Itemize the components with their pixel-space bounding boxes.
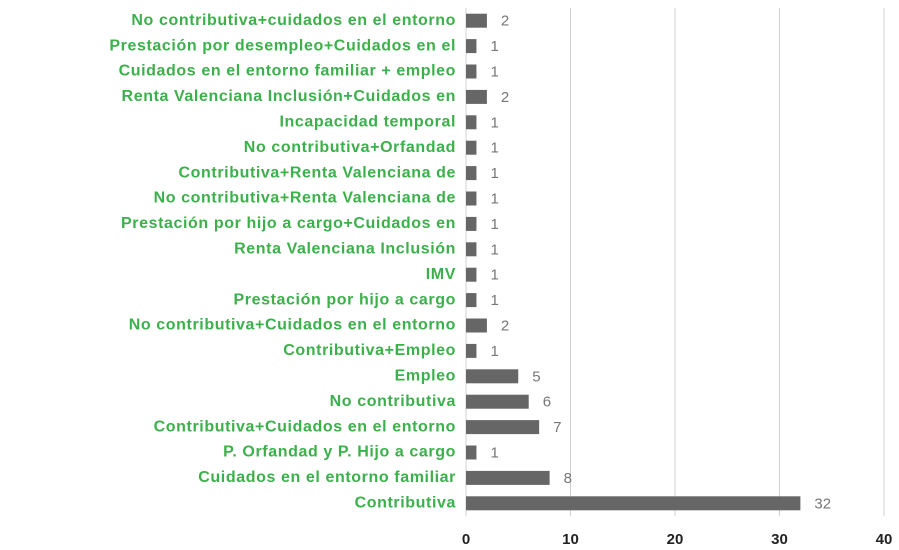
bar [466, 470, 550, 485]
value-label: 32 [814, 495, 831, 512]
bar [466, 166, 477, 181]
y-tick-label: Contributiva+Renta Valenciana de [179, 164, 457, 181]
y-tick-label: Contributiva+Empleo [283, 342, 456, 359]
x-tick-label: 40 [876, 531, 893, 548]
y-tick-label: Cuidados en el entorno familiar + empleo [119, 63, 456, 80]
value-label: 1 [490, 165, 498, 182]
y-tick-label: Prestación por hijo a cargo+Cuidados en [121, 215, 456, 232]
value-label: 1 [490, 267, 498, 284]
value-label: 6 [543, 394, 551, 411]
bar [466, 39, 477, 54]
value-label: 1 [490, 114, 498, 131]
bar [466, 242, 477, 257]
y-tick-label: No contributiva+Renta Valenciana de [154, 190, 456, 207]
value-label: 1 [490, 63, 498, 80]
y-tick-label: No contributiva+cuidados en el entorno [131, 12, 456, 29]
bar [466, 13, 487, 28]
y-tick-label: No contributiva+Orfandad [244, 139, 456, 156]
y-tick-label: Empleo [395, 368, 456, 385]
value-label: 1 [490, 140, 498, 157]
bar [466, 496, 801, 511]
bar [466, 343, 477, 358]
value-label: 1 [490, 444, 498, 461]
bar [466, 140, 477, 155]
x-tick-label: 20 [667, 531, 684, 548]
y-tick-label: IMV [426, 266, 456, 283]
value-label: 7 [553, 419, 561, 436]
y-tick-label: Renta Valenciana Inclusión+Cuidados en [122, 88, 456, 105]
bar [466, 216, 477, 231]
x-tick-label: 30 [771, 531, 788, 548]
y-tick-label: No contributiva+Cuidados en el entorno [129, 317, 456, 334]
x-tick-label: 10 [562, 531, 579, 548]
bar [466, 293, 477, 308]
bar [466, 369, 519, 384]
y-tick-label: Prestación por desempleo+Cuidados en el [109, 37, 456, 54]
value-label: 2 [501, 89, 509, 106]
bar [466, 267, 477, 282]
bar [466, 420, 540, 435]
y-tick-label: P. Orfandad y P. Hijo a cargo [223, 444, 456, 461]
value-label: 5 [532, 368, 540, 385]
value-label: 1 [490, 343, 498, 360]
bar [466, 191, 477, 206]
value-label: 2 [501, 13, 509, 30]
bar [466, 318, 487, 333]
y-tick-label: No contributiva [330, 393, 456, 410]
bar [466, 64, 477, 79]
bar [466, 394, 529, 409]
value-label: 1 [490, 38, 498, 55]
value-label: 2 [501, 317, 509, 334]
bar [466, 115, 477, 130]
y-tick-label: Renta Valenciana Inclusión [234, 241, 456, 258]
value-label: 1 [490, 292, 498, 309]
value-label: 1 [490, 216, 498, 233]
y-tick-label: Contributiva+Cuidados en el entorno [154, 418, 456, 435]
y-tick-label: Cuidados en el entorno familiar [198, 469, 456, 486]
bar [466, 445, 477, 460]
bar [466, 89, 487, 104]
x-tick-label: 0 [462, 531, 470, 548]
value-label: 1 [490, 241, 498, 258]
value-label: 8 [564, 470, 572, 487]
y-tick-label: Prestación por hijo a cargo [234, 291, 456, 308]
y-tick-label: Incapacidad temporal [280, 114, 457, 131]
y-tick-label: Contributiva [355, 495, 456, 512]
value-label: 1 [490, 190, 498, 207]
